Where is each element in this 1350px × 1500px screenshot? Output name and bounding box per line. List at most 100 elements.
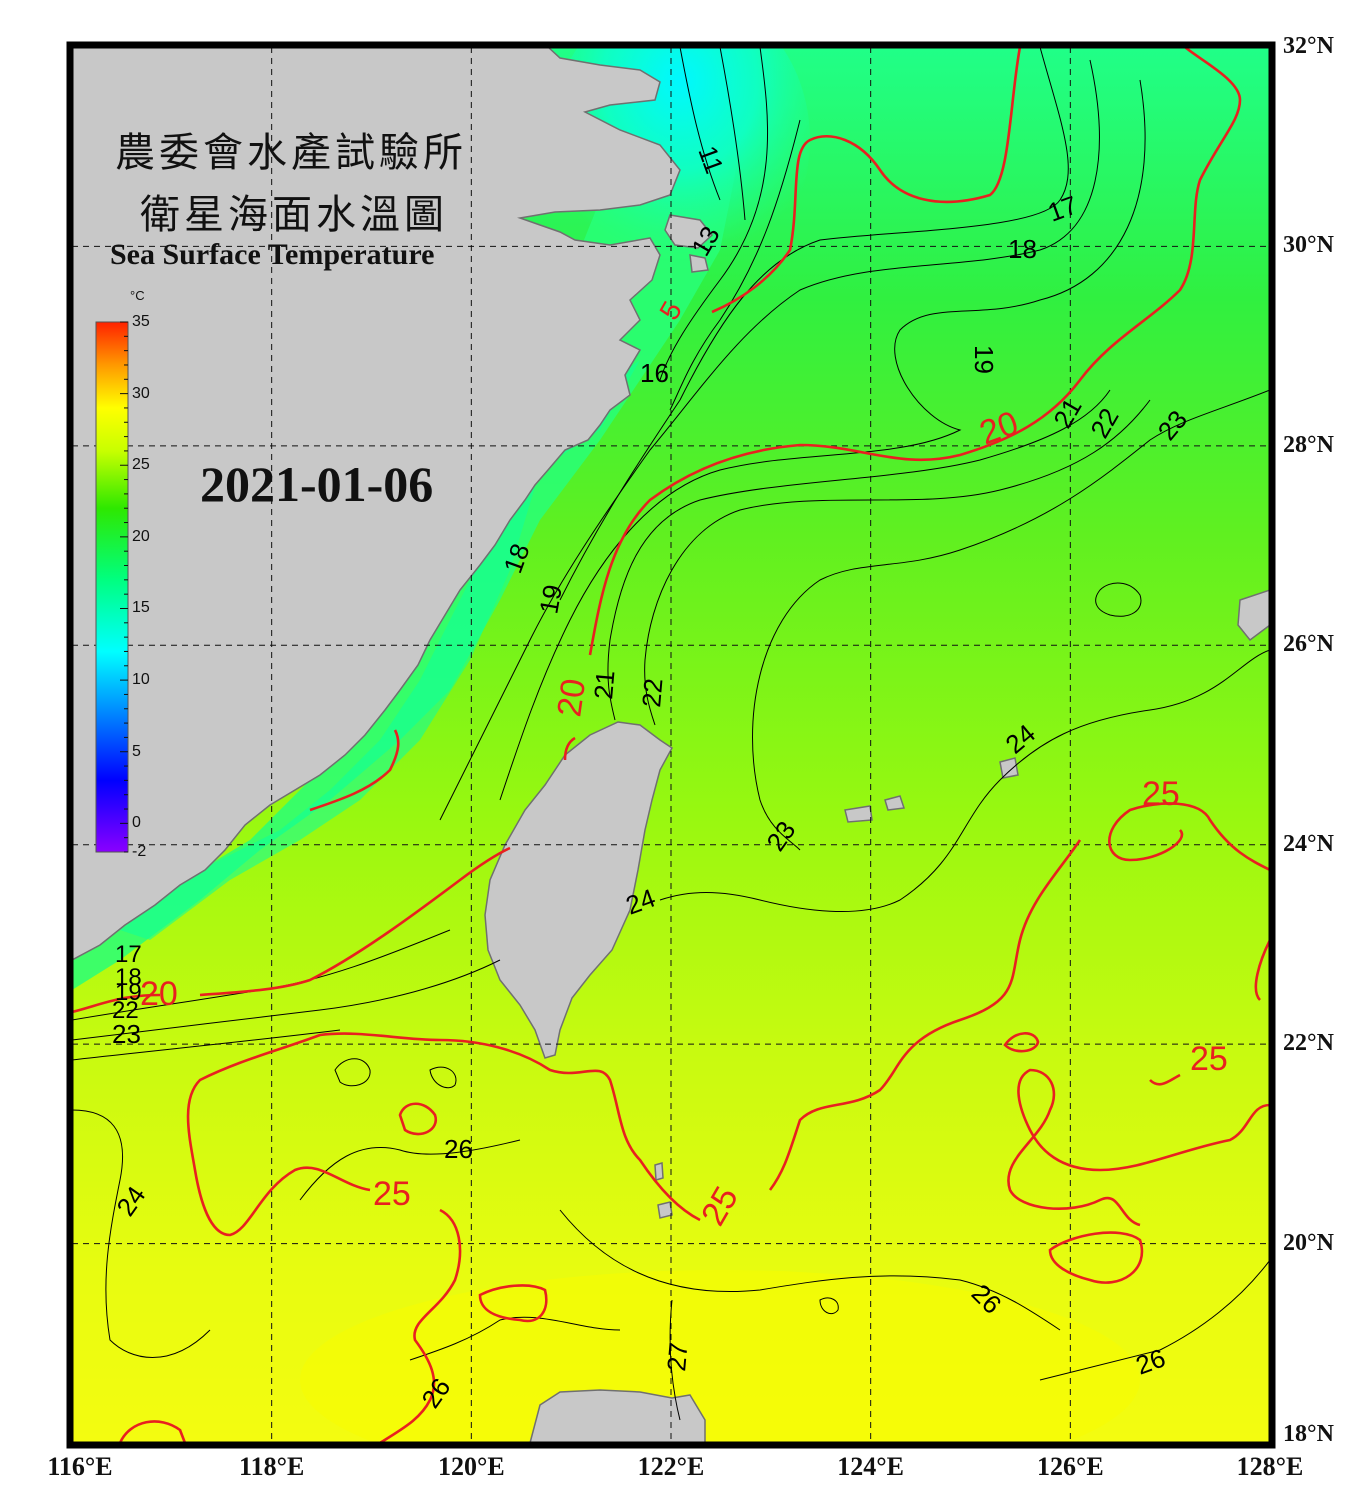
land-luzon <box>529 1389 706 1443</box>
isotherm-24-loop <box>1095 582 1142 617</box>
island-babuyan <box>657 1201 673 1219</box>
colorbar-tick-label: 20 <box>132 527 150 545</box>
isotherm-loop-c <box>819 1297 839 1315</box>
title-english: Sea Surface Temperature <box>110 238 435 271</box>
contour-label-black: 19 <box>533 582 568 616</box>
isotherm-15 <box>659 47 769 381</box>
island-zhoushan <box>664 214 714 249</box>
isotherm-25-red-loop-c <box>1048 1231 1144 1284</box>
contour-label-red: 25 <box>1142 775 1180 813</box>
lat-label: 22°N <box>1283 1030 1334 1057</box>
isotherm-26-south <box>559 1209 1061 1331</box>
isotherm-17 <box>559 47 1069 601</box>
isotherm-20-red-north <box>588 47 1242 656</box>
isotherm-26 <box>299 1139 521 1201</box>
map-frame-border <box>66 41 1276 1449</box>
lon-label: 118°E <box>239 1452 305 1481</box>
isotherm-25-red-bottom <box>118 1420 187 1443</box>
contour-label-red: 20 <box>550 676 593 719</box>
contour-label-black: 18 <box>115 964 142 991</box>
island-okinawa <box>999 757 1019 779</box>
isotherm-24-east <box>659 649 1270 912</box>
island-batanes <box>654 1162 664 1181</box>
isotherm-13 <box>719 47 746 221</box>
colorbar-tick-label: 5 <box>132 742 141 760</box>
title-institute: 農委會水產試驗所 <box>115 130 467 176</box>
lat-label: 18°N <box>1283 1421 1334 1447</box>
contour-label-black: 18 <box>1008 234 1037 264</box>
isotherm-25-red-loop-a <box>398 1102 438 1136</box>
isotherm-23 <box>752 389 1270 851</box>
isotherm-25-red-sw <box>379 1208 462 1443</box>
colorbar-tick-label: 10 <box>132 671 150 689</box>
island-jeju <box>1237 589 1270 642</box>
isotherm-11 <box>679 47 721 201</box>
contour-label-red: 25 <box>373 1175 411 1213</box>
isotherm-26-se <box>1039 1259 1270 1381</box>
isotherm-25-red-center <box>768 839 1082 1191</box>
isotherm-16 <box>669 119 801 411</box>
contour-label-black: 22 <box>112 997 139 1024</box>
isotherms-major <box>72 47 1270 1443</box>
colorbar-tick-label: 25 <box>132 456 150 474</box>
lat-label: 28°N <box>1283 431 1334 458</box>
isotherm-24-sw <box>72 1109 211 1358</box>
isotherm-18 <box>439 59 1100 821</box>
isotherm-sw-3 <box>72 1029 341 1061</box>
contour-labels: 5 20 20 20 25 25 25 25 11 13 16 17 18 19… <box>110 142 1227 1414</box>
colorbar <box>95 321 129 853</box>
contour-label-red: 20 <box>140 975 178 1013</box>
lon-label: 122°E <box>637 1452 705 1481</box>
contour-label-black: 16 <box>640 358 669 388</box>
isotherm-25-red-west <box>186 1032 701 1237</box>
contour-label-red: 25 <box>1190 1040 1228 1078</box>
contour-label-black: 21 <box>588 669 620 700</box>
colorbar-tick-label: 35 <box>132 313 150 330</box>
isotherm-25-red-east <box>1149 1073 1181 1086</box>
colorbar-tick-label: -2 <box>132 843 147 860</box>
lat-label: 26°N <box>1283 631 1334 658</box>
lat-label: 30°N <box>1283 232 1334 259</box>
colorbar-unit: °C <box>130 288 145 303</box>
lon-label: 126°E <box>1036 1452 1104 1481</box>
colorbar-ticks <box>120 321 128 853</box>
isotherm-22 <box>644 399 1151 726</box>
contour-label-black: 22 <box>636 677 668 708</box>
contour-label-black: 17 <box>115 941 142 968</box>
colorbar-tick-label: 30 <box>132 384 150 402</box>
isotherm-loop-b <box>429 1066 457 1089</box>
map-body: 5 20 20 20 25 25 25 25 11 13 16 17 18 19… <box>72 47 1270 1443</box>
isotherm-19 <box>499 79 1146 801</box>
isotherms-minor <box>72 47 1270 1421</box>
isotherm-loop-a <box>334 1058 371 1087</box>
lat-label: 24°N <box>1283 830 1334 857</box>
lon-label: 128°E <box>1236 1452 1304 1481</box>
cold-plume <box>550 47 810 290</box>
isotherm-15-red <box>711 47 1022 314</box>
lon-label: 116°E <box>47 1452 113 1481</box>
isotherm-25-red-loop-b <box>1003 1032 1040 1053</box>
warm-patch <box>300 1270 1140 1443</box>
land-china <box>72 47 681 961</box>
contour-label-black: 19 <box>969 345 999 374</box>
colorbar-tick-label: 15 <box>132 599 150 617</box>
lon-label: 124°E <box>837 1452 905 1481</box>
title-map-name: 衛星海面水溫圖 <box>140 192 448 238</box>
isotherm-20-red-taiwan <box>563 736 576 761</box>
colorbar-tick-label: 0 <box>132 814 141 832</box>
isotherm-26-sw <box>409 1316 621 1361</box>
isotherm-27 <box>669 1299 681 1421</box>
contour-label-black: 19 <box>115 979 142 1006</box>
isotherm-20-red-strait <box>72 846 511 1014</box>
land-taiwan <box>484 721 673 1059</box>
isotherm-20-red-coast <box>309 729 400 812</box>
contour-label-black: 27 <box>661 1341 693 1372</box>
contour-label-black: 23 <box>112 1019 141 1049</box>
isotherm-25-red-loop-d <box>478 1284 548 1323</box>
isotherm-21 <box>607 389 1111 721</box>
island-yaeyama <box>844 805 873 823</box>
island-miyako <box>884 795 906 811</box>
contour-label-black: 26 <box>444 1134 473 1164</box>
isotherm-25-red-main <box>1007 802 1270 1227</box>
